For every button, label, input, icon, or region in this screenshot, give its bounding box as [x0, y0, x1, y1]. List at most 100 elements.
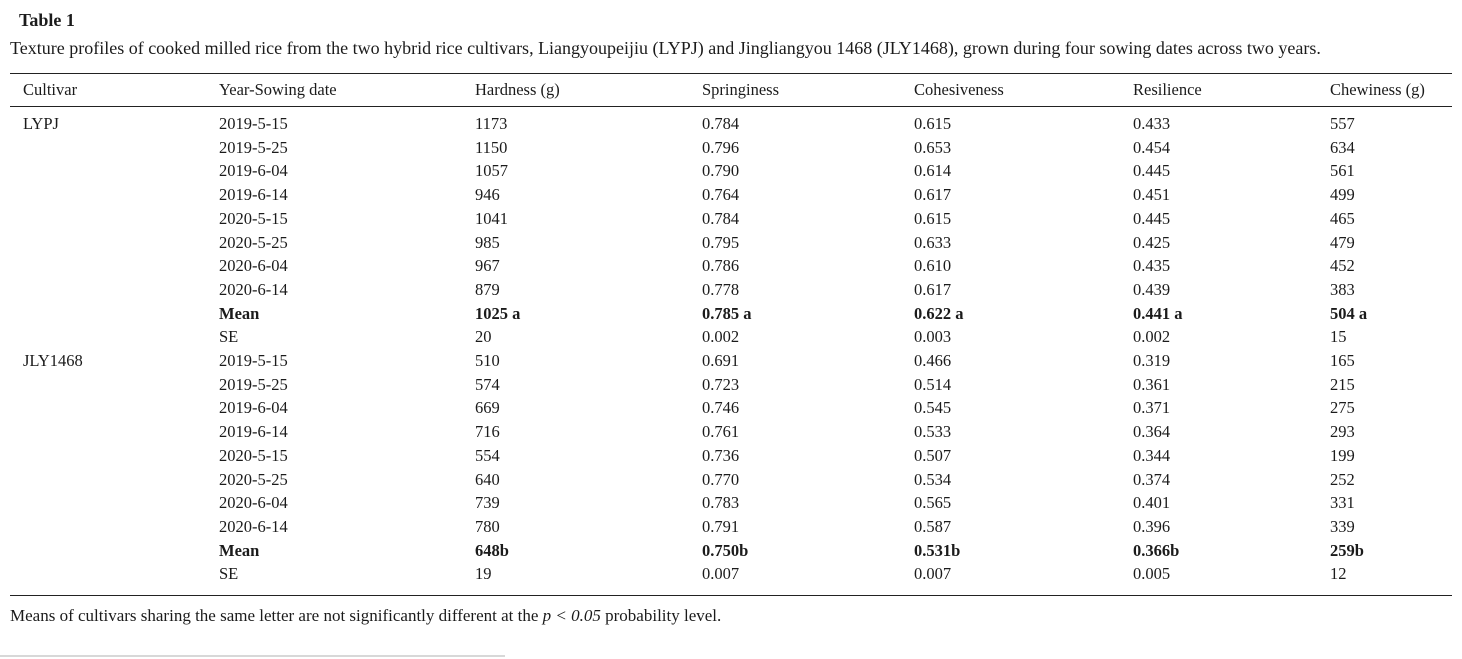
column-header: Springiness	[702, 73, 914, 107]
table-cell	[10, 539, 219, 563]
table-cell: 12	[1330, 564, 1347, 584]
table-cell: 2020-5-25	[219, 469, 288, 489]
table-cell: 2019-5-25	[219, 137, 288, 157]
table-cell: 0.371	[1133, 398, 1171, 418]
table-cell: 0.545	[914, 398, 952, 418]
table-cell	[10, 562, 219, 595]
table-cell: 0.615	[914, 208, 952, 228]
table-cell: 1057	[475, 161, 508, 181]
table-cell: 561	[1330, 161, 1355, 181]
table-cell: 2019-5-15	[219, 351, 288, 371]
table-row: 2020-5-15 554 0.736 0.507 0.344 199	[10, 444, 1452, 468]
table-cell: 2019-6-04	[219, 398, 288, 418]
table-row: 2020-5-25 985 0.795 0.633 0.425 479	[10, 231, 1452, 255]
table-cell: 0.770	[702, 469, 740, 489]
table-row: SE 19 0.007 0.007 0.005 12	[10, 562, 1452, 595]
table-cell: 0.796	[702, 137, 740, 157]
table-cell: 1025 a	[475, 303, 521, 323]
table-cell: 0.361	[1133, 374, 1171, 394]
table-cell: 15	[1330, 327, 1347, 347]
table-cell: 2020-6-14	[219, 279, 288, 299]
table-cell: 252	[1330, 469, 1355, 489]
data-table: Cultivar Year-Sowing date Hardness (g) Spri…	[10, 73, 1452, 597]
table-cell: 2019-6-14	[219, 185, 288, 205]
table-cell: 0.466	[914, 351, 952, 371]
table-cell: 259b	[1330, 540, 1364, 560]
table-caption: Texture profiles of cooked milled rice f…	[10, 38, 1321, 58]
table-cell: Mean	[219, 540, 260, 560]
table-row: 2019-5-25 1150 0.796 0.653 0.454 634	[10, 136, 1452, 160]
table-cell: 199	[1330, 445, 1355, 465]
table-cell: 2020-5-15	[219, 445, 288, 465]
table-row: Mean 648b 0.750b 0.531b 0.366b 259b	[10, 539, 1452, 563]
table-cell: SE	[219, 564, 239, 584]
table-cell: 946	[475, 185, 500, 205]
table-cell: 985	[475, 232, 500, 252]
table-cell: 0.401	[1133, 493, 1171, 513]
table-cell: 339	[1330, 516, 1355, 536]
table-row: 2020-5-15 1041 0.784 0.615 0.445 465	[10, 207, 1452, 231]
table-cell: 0.785 a	[702, 303, 752, 323]
footnote-text-end: probability level.	[600, 606, 722, 626]
column-header: Resilience	[1133, 73, 1330, 107]
table-cell: 0.007	[914, 564, 952, 584]
table-cell: 967	[475, 256, 500, 276]
table-row: 2019-6-14 716 0.761 0.533 0.364 293	[10, 420, 1452, 444]
table-cell	[10, 278, 219, 302]
table-cell: 165	[1330, 351, 1355, 371]
table-cell: 0.439	[1133, 279, 1171, 299]
table-row: SE 20 0.002 0.003 0.002 15	[10, 325, 1452, 349]
table-cell: 0.445	[1133, 161, 1171, 181]
table-cell: 634	[1330, 137, 1355, 157]
table-row: 2019-6-04 1057 0.790 0.614 0.445 561	[10, 159, 1452, 183]
table-cell: 716	[475, 422, 500, 442]
table-cell: 0.366b	[1133, 540, 1180, 560]
column-header: Cohesiveness	[914, 73, 1133, 107]
table-cell: 293	[1330, 422, 1355, 442]
table-cell: 0.610	[914, 256, 952, 276]
table-cell	[10, 420, 219, 444]
table-cell: 0.451	[1133, 185, 1171, 205]
cropped-rule-artifact	[0, 655, 505, 657]
table-cell: 0.784	[702, 208, 740, 228]
table-cell: SE	[219, 327, 239, 347]
table-row: 2020-5-25 640 0.770 0.534 0.374 252	[10, 468, 1452, 492]
table-cell: 0.565	[914, 493, 952, 513]
column-header: Hardness (g)	[475, 73, 702, 107]
table-cell	[10, 183, 219, 207]
table-cell	[10, 444, 219, 468]
table-cell: Mean	[219, 303, 260, 323]
table-cell: 557	[1330, 114, 1355, 133]
table-cell: 0.002	[1133, 327, 1171, 347]
table-cell: 0.778	[702, 279, 740, 299]
table-cell: 0.005	[1133, 564, 1171, 584]
table-cell: LYPJ	[23, 114, 59, 133]
table-cell	[10, 396, 219, 420]
table-body: LYPJ 2019-5-15 1173 0.784 0.615 0.433 557 2019-…	[10, 107, 1452, 596]
table-cell	[10, 302, 219, 326]
table-cell: 0.791	[702, 516, 740, 536]
table-cell: 1150	[475, 137, 508, 157]
table-cell: 2019-5-25	[219, 374, 288, 394]
footnote-pvalue: p < 0.05	[542, 606, 601, 626]
table-cell	[10, 515, 219, 539]
column-header: Year-Sowing date	[219, 73, 475, 107]
table-row: 2020-6-04 739 0.783 0.565 0.401 331	[10, 491, 1452, 515]
table-cell	[10, 325, 219, 349]
table-cell: 2019-6-14	[219, 422, 288, 442]
table-cell: 0.507	[914, 445, 952, 465]
table-cell: 0.533	[914, 422, 952, 442]
table-cell: 2019-5-15	[219, 114, 288, 133]
table-cell: 0.615	[914, 114, 952, 133]
table-cell: JLY1468	[23, 351, 83, 371]
table-cell: 0.691	[702, 351, 740, 371]
table-cell: 0.795	[702, 232, 740, 252]
table-cell: 0.514	[914, 374, 952, 394]
table-footnote: Means of cultivars sharing the same lett…	[10, 605, 1452, 627]
table-row: Mean 1025 a 0.785 a 0.622 a 0.441 a 504 a	[10, 302, 1452, 326]
table-row: 2020-6-14 879 0.778 0.617 0.439 383	[10, 278, 1452, 302]
table-cell: 0.534	[914, 469, 952, 489]
table-cell: 0.633	[914, 232, 952, 252]
table-cell: 554	[475, 445, 500, 465]
table-row: 2019-6-14 946 0.764 0.617 0.451 499	[10, 183, 1452, 207]
